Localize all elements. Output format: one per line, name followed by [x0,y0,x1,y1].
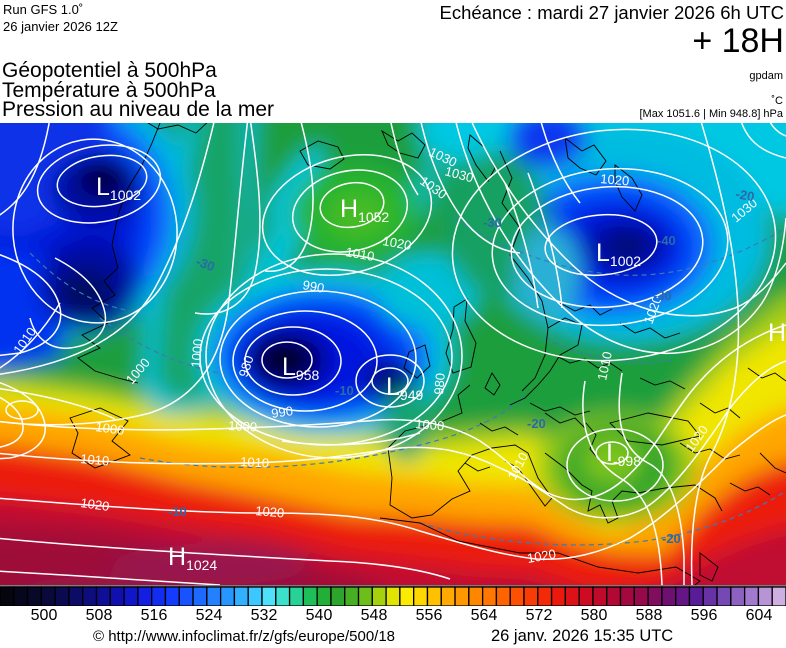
svg-text:-20: -20 [527,416,546,431]
svg-text:1010: 1010 [344,244,375,264]
svg-text:980: 980 [236,354,257,379]
svg-text:1000: 1000 [415,416,445,433]
svg-text:1020: 1020 [80,495,111,514]
svg-text:H: H [768,319,786,347]
svg-text:-30: -30 [653,288,672,303]
svg-text:-10: -10 [168,504,187,519]
svg-text:1010: 1010 [240,454,270,470]
svg-text:-20: -20 [734,186,755,204]
svg-text:-10: -10 [335,383,354,398]
svg-text:990: 990 [301,277,325,296]
svg-text:-30: -30 [194,254,217,275]
svg-text:-30: -30 [483,215,502,230]
svg-text:990: 990 [270,403,294,421]
svg-text:1020: 1020 [600,171,630,188]
svg-text:1020: 1020 [255,503,285,520]
svg-text:1030: 1030 [443,163,475,185]
svg-text:1000: 1000 [228,418,258,434]
svg-text:1000: 1000 [188,338,205,368]
svg-text:980: 980 [431,372,448,395]
svg-text:I-998: I-998 [606,439,641,469]
svg-text:-40: -40 [657,233,676,248]
svg-text:1010: 1010 [80,451,110,468]
svg-text:1000: 1000 [95,419,126,438]
svg-text:1010: 1010 [594,350,615,381]
svg-text:1020: 1020 [381,233,412,253]
svg-text:-20: -20 [662,531,681,546]
svg-text:1020: 1020 [526,546,557,566]
